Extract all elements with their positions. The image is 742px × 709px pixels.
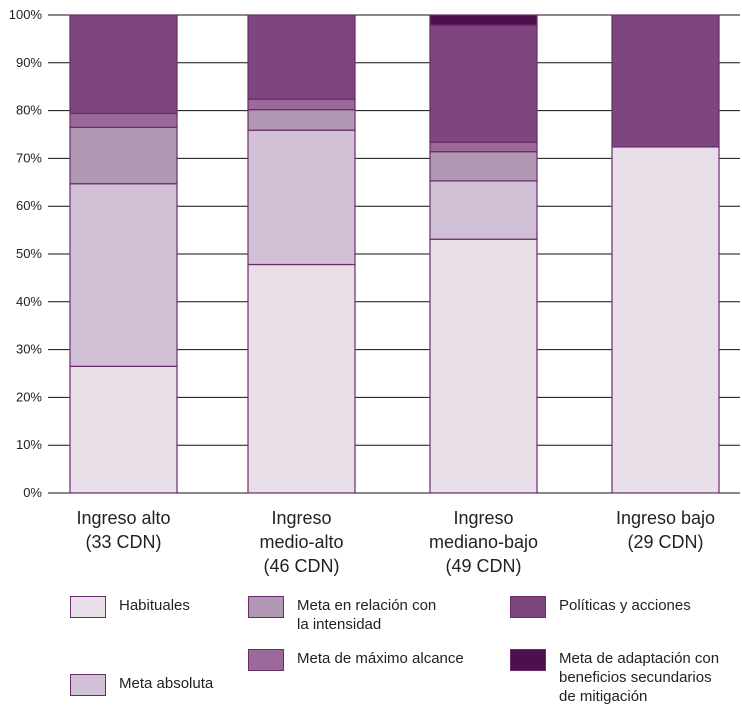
y-tick-label: 10% bbox=[16, 437, 42, 452]
x-category-label: Ingreso bbox=[453, 508, 513, 528]
y-tick-label: 80% bbox=[16, 103, 42, 118]
bar-segment bbox=[247, 129, 356, 266]
bar-segment bbox=[429, 14, 538, 26]
bar-segment bbox=[69, 365, 178, 494]
bar-segment bbox=[69, 126, 178, 185]
x-category-label: (29 CDN) bbox=[627, 532, 703, 552]
x-category-label: Ingreso bbox=[271, 508, 331, 528]
y-tick-label: 40% bbox=[16, 294, 42, 309]
x-axis-labels: Ingreso alto (33 CDN) Ingreso medio-alto (46… bbox=[76, 508, 715, 576]
bar-segment bbox=[611, 14, 720, 148]
y-axis-ticks: 0% 10% 20% 30% 40% 50% 60% 70% 80% 90% 100% bbox=[9, 7, 43, 500]
bar-segment bbox=[429, 180, 538, 240]
x-category-label: Ingreso bajo bbox=[616, 508, 715, 528]
x-category-label: (49 CDN) bbox=[445, 556, 521, 576]
y-tick-label: 0% bbox=[23, 485, 42, 500]
bar-segment bbox=[429, 238, 538, 494]
y-tick-label: 20% bbox=[16, 389, 42, 404]
y-tick-label: 70% bbox=[16, 150, 42, 165]
bar-segment bbox=[247, 263, 356, 494]
y-tick-label: 50% bbox=[16, 246, 42, 261]
bar-segment bbox=[611, 146, 720, 494]
bar-segment bbox=[247, 98, 356, 111]
y-tick-label: 30% bbox=[16, 342, 42, 357]
bar-segment bbox=[429, 151, 538, 182]
bar-segment bbox=[429, 141, 538, 153]
y-tick-label: 60% bbox=[16, 198, 42, 213]
bar-segment bbox=[247, 109, 356, 131]
bar-segment bbox=[429, 24, 538, 143]
bars bbox=[69, 14, 720, 494]
bar-segment bbox=[247, 14, 356, 100]
y-tick-label: 90% bbox=[16, 55, 42, 70]
x-category-label: (33 CDN) bbox=[85, 532, 161, 552]
bar-segment bbox=[69, 183, 178, 367]
y-tick-label: 100% bbox=[9, 7, 43, 22]
x-category-label: mediano-bajo bbox=[429, 532, 538, 552]
bar-segment bbox=[69, 112, 178, 128]
bar-segment bbox=[69, 14, 178, 115]
x-category-label: medio-alto bbox=[259, 532, 343, 552]
x-category-label: Ingreso alto bbox=[76, 508, 170, 528]
x-category-label: (46 CDN) bbox=[263, 556, 339, 576]
